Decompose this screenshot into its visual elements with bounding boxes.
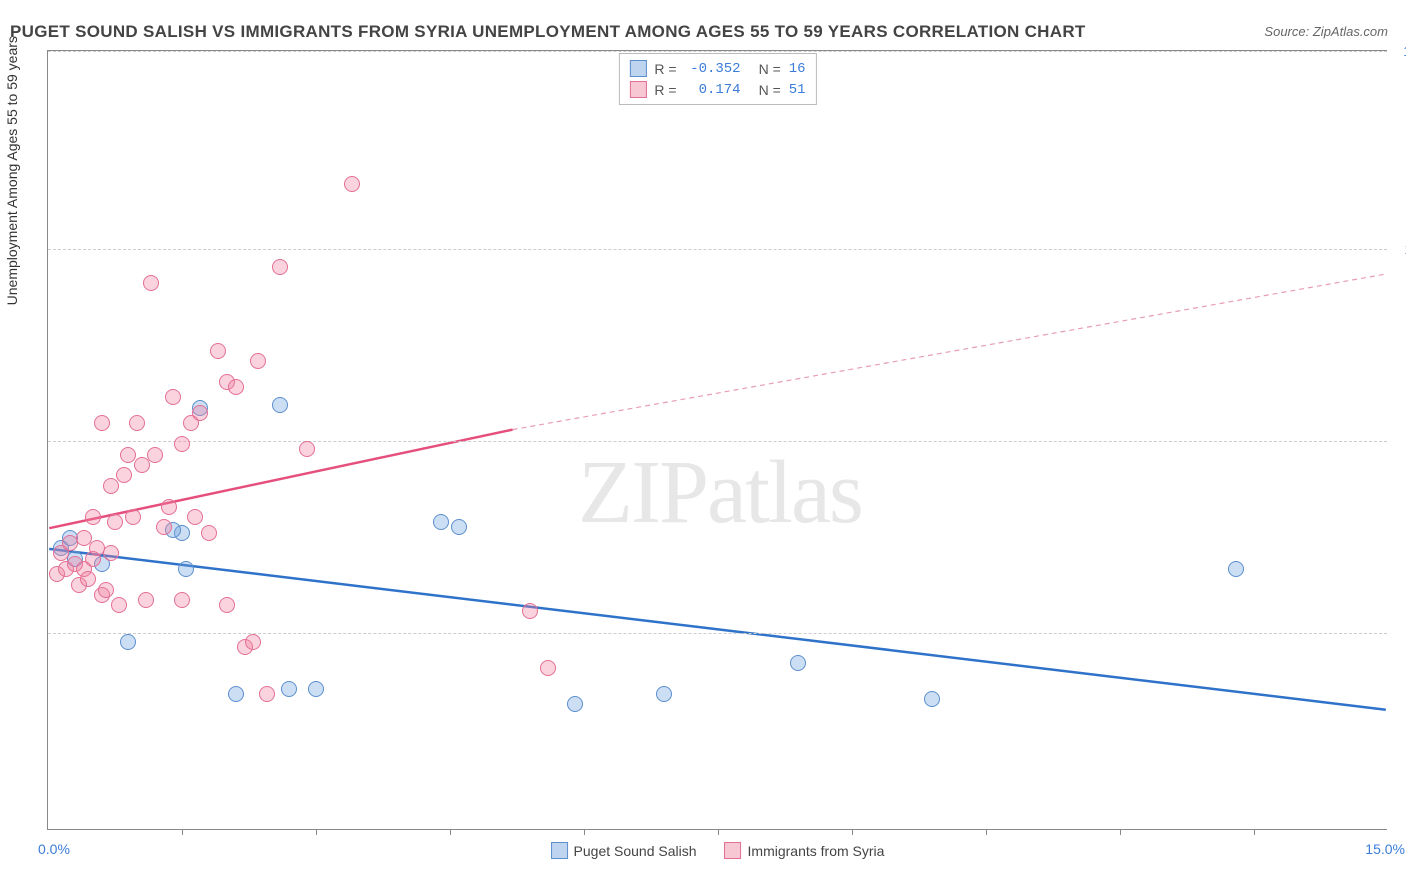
- legend-swatch: [629, 60, 646, 77]
- legend-r-value: 0.174: [685, 82, 741, 98]
- gridline: [48, 51, 1387, 52]
- x-axis-tick: [986, 829, 987, 835]
- data-point: [567, 696, 583, 712]
- data-point: [451, 519, 467, 535]
- legend-item: Immigrants from Syria: [725, 842, 885, 859]
- legend-row: R = 0.174 N = 51: [629, 79, 805, 100]
- data-point: [219, 597, 235, 613]
- data-point: [116, 467, 132, 483]
- data-point: [433, 514, 449, 530]
- data-point: [272, 397, 288, 413]
- regression-line: [49, 549, 1386, 710]
- data-point: [107, 514, 123, 530]
- legend-n-value: 51: [789, 82, 806, 98]
- legend-label: Puget Sound Salish: [574, 843, 697, 859]
- x-axis-tick: [450, 829, 451, 835]
- data-point: [308, 681, 324, 697]
- data-point: [522, 603, 538, 619]
- x-axis-tick: [584, 829, 585, 835]
- data-point: [344, 176, 360, 192]
- watermark: ZIPatlas: [578, 441, 862, 544]
- data-point: [98, 582, 114, 598]
- data-point: [143, 275, 159, 291]
- data-point: [129, 415, 145, 431]
- data-point: [299, 441, 315, 457]
- data-point: [156, 519, 172, 535]
- data-point: [174, 592, 190, 608]
- legend-correlation: R = -0.352 N = 16 R = 0.174 N = 51: [618, 53, 816, 105]
- data-point: [272, 259, 288, 275]
- data-point: [245, 634, 261, 650]
- legend-r-value: -0.352: [685, 61, 741, 77]
- legend-n-label: N =: [759, 82, 781, 98]
- data-point: [103, 545, 119, 561]
- legend-item: Puget Sound Salish: [551, 842, 697, 859]
- y-axis-title: Unemployment Among Ages 55 to 59 years: [4, 36, 20, 305]
- x-axis-tick: [852, 829, 853, 835]
- data-point: [228, 686, 244, 702]
- x-axis-tick: [1254, 829, 1255, 835]
- chart-title: PUGET SOUND SALISH VS IMMIGRANTS FROM SY…: [10, 22, 1086, 42]
- data-point: [210, 343, 226, 359]
- x-axis-min-label: 0.0%: [38, 841, 70, 857]
- data-point: [201, 525, 217, 541]
- source-value: ZipAtlas.com: [1313, 24, 1388, 39]
- legend-series: Puget Sound Salish Immigrants from Syria: [551, 842, 885, 859]
- data-point: [790, 655, 806, 671]
- legend-swatch: [725, 842, 742, 859]
- legend-n-label: N =: [759, 61, 781, 77]
- data-point: [103, 478, 119, 494]
- gridline: [48, 249, 1387, 250]
- source-label: Source:: [1264, 24, 1309, 39]
- data-point: [138, 592, 154, 608]
- legend-r-label: R =: [654, 61, 676, 77]
- x-axis-max-label: 15.0%: [1365, 841, 1405, 857]
- x-axis-tick: [316, 829, 317, 835]
- data-point: [192, 405, 208, 421]
- source-attribution: Source: ZipAtlas.com: [1264, 24, 1388, 39]
- gridline: [48, 441, 1387, 442]
- data-point: [120, 634, 136, 650]
- data-point: [161, 499, 177, 515]
- data-point: [134, 457, 150, 473]
- x-axis-tick: [718, 829, 719, 835]
- legend-row: R = -0.352 N = 16: [629, 58, 805, 79]
- data-point: [80, 571, 96, 587]
- data-point: [259, 686, 275, 702]
- legend-n-value: 16: [789, 61, 806, 77]
- data-point: [85, 509, 101, 525]
- regression-line: [513, 274, 1386, 430]
- data-point: [540, 660, 556, 676]
- data-point: [111, 597, 127, 613]
- data-point: [174, 436, 190, 452]
- legend-swatch: [629, 81, 646, 98]
- data-point: [165, 389, 181, 405]
- data-point: [147, 447, 163, 463]
- data-point: [178, 561, 194, 577]
- data-point: [281, 681, 297, 697]
- data-point: [250, 353, 266, 369]
- data-point: [1228, 561, 1244, 577]
- data-point: [656, 686, 672, 702]
- data-point: [187, 509, 203, 525]
- legend-label: Immigrants from Syria: [748, 843, 885, 859]
- data-point: [228, 379, 244, 395]
- regression-lines-layer: [48, 51, 1387, 829]
- x-axis-tick: [1120, 829, 1121, 835]
- legend-swatch: [551, 842, 568, 859]
- data-point: [125, 509, 141, 525]
- plot-area: ZIPatlas R = -0.352 N = 16 R = 0.174 N =…: [47, 50, 1387, 830]
- data-point: [94, 415, 110, 431]
- x-axis-tick: [182, 829, 183, 835]
- data-point: [924, 691, 940, 707]
- legend-r-label: R =: [654, 82, 676, 98]
